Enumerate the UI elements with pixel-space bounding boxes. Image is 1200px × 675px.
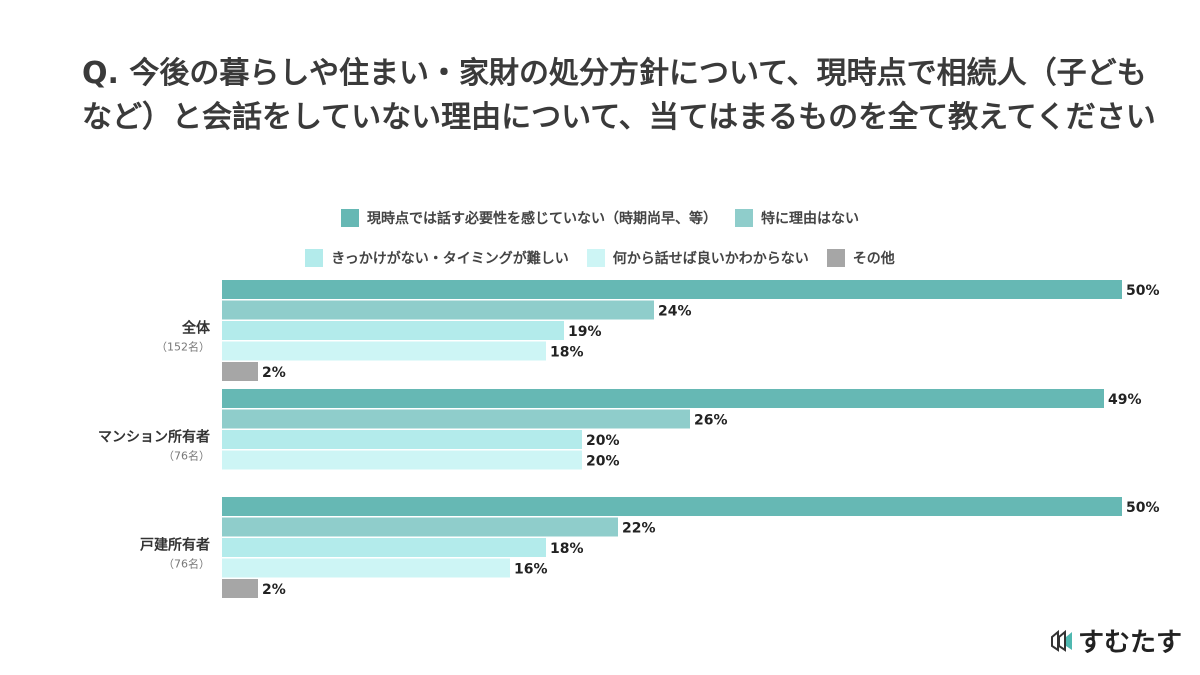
data-label: 16%	[514, 562, 548, 578]
data-label: 2%	[262, 582, 286, 598]
legend-item: きっかけがない・タイミングが難しい	[305, 248, 569, 268]
logo-icon	[1051, 629, 1072, 652]
data-label: 20%	[586, 454, 620, 470]
legend-swatch	[735, 209, 753, 227]
legend-label: その他	[852, 251, 895, 267]
bar	[222, 300, 654, 320]
data-label: 24%	[658, 304, 692, 320]
data-label: 18%	[550, 541, 584, 557]
data-label: 20%	[586, 433, 620, 449]
brand-logo: すむたす	[1050, 622, 1182, 659]
legend-label: きっかけがない・タイミングが難しい	[331, 251, 569, 267]
legend-label: 特に理由はない	[761, 211, 859, 227]
legend-swatch	[341, 209, 359, 227]
bar	[222, 409, 690, 429]
data-label: 2%	[262, 365, 286, 381]
bar	[222, 497, 1122, 516]
data-label: 50%	[1126, 283, 1160, 299]
legend-swatch	[586, 249, 605, 267]
legend-swatch	[305, 249, 324, 267]
data-label: 18%	[550, 345, 584, 361]
bar	[222, 538, 546, 557]
legend-label: 現時点では話す必要性を感じていない（時期尚早、等）	[367, 211, 717, 227]
bar	[222, 389, 1104, 408]
data-label: 49%	[1108, 392, 1142, 408]
category-sublabel: （76名）	[163, 449, 210, 463]
legend-item: その他	[826, 248, 895, 268]
data-label: 50%	[1126, 500, 1160, 516]
bar	[222, 517, 618, 537]
legend-row-1: 現時点では話す必要性を感じていない（時期尚早、等） 特に理由はない	[0, 208, 1200, 228]
bar	[222, 321, 564, 340]
legend-item: 何から話せば良いかわからない	[586, 248, 809, 268]
bar	[222, 280, 1122, 299]
legend-item: 現時点では話す必要性を感じていない（時期尚早、等）	[341, 208, 717, 228]
legend-swatch	[826, 249, 845, 267]
bar	[222, 362, 258, 381]
bar	[222, 579, 258, 598]
legend-row-2: きっかけがない・タイミングが難しい 何から話せば良いかわからない その他	[0, 248, 1200, 268]
data-label: 19%	[568, 324, 602, 340]
legend-item: 特に理由はない	[735, 208, 859, 228]
data-label: 22%	[622, 521, 656, 537]
bar	[222, 558, 510, 578]
category-sublabel: （76名）	[163, 557, 210, 571]
chart-title: Q. 今後の暮らしや住まい・家財の処分方針について、現時点で相続人（子どもなど）…	[82, 56, 1156, 135]
category-sublabel: （152名）	[156, 340, 210, 354]
legend-label: 何から話せば良いかわからない	[612, 251, 809, 267]
data-label: 26%	[694, 413, 728, 429]
category-label: マンション所有者	[98, 429, 210, 446]
category-label: 戸建所有者	[140, 537, 210, 554]
brand-name: すむたす	[1078, 628, 1183, 658]
bar	[222, 430, 582, 449]
category-label: 全体	[181, 320, 211, 337]
bar	[222, 341, 546, 361]
bar	[222, 450, 582, 470]
